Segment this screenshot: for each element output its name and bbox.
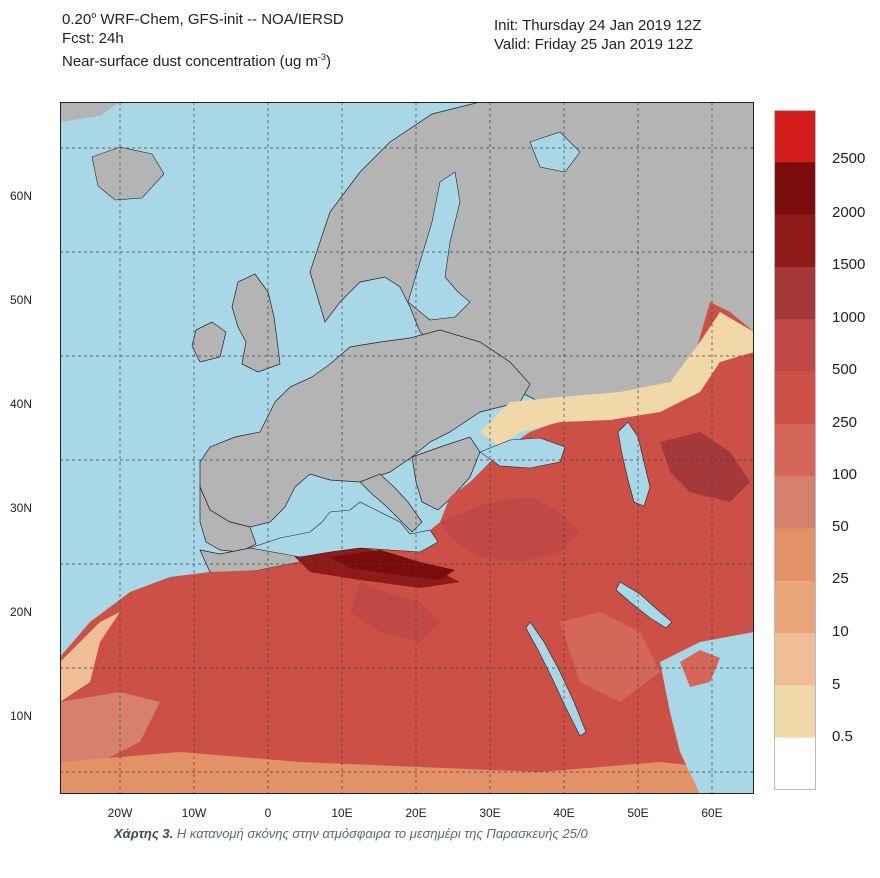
legend-label-1500: 1500 (832, 256, 866, 273)
legend-cell (774, 371, 816, 425)
map-frame (60, 102, 754, 794)
legend-label-5: 5 (832, 676, 841, 693)
iceland-land (91, 146, 165, 201)
legend-cell (774, 266, 816, 320)
forecast-hour: Fcst: 24h (62, 30, 124, 47)
lat-label-30n: 30N (10, 501, 33, 515)
map-header-right: Init: Thursday 24 Jan 2019 12Z Valid: Fr… (494, 16, 701, 54)
map-header-left: 0.20o WRF-Chem, GFS-init -- NOA/IERSD Fc… (62, 6, 344, 71)
lat-label-40n: 40N (10, 397, 33, 411)
legend-cell (774, 110, 816, 163)
lon-label-20e: 20E (405, 806, 427, 820)
graticule (60, 102, 754, 794)
black-sea (479, 437, 566, 469)
model-title: 0.20o WRF-Chem, GFS-init -- NOA/IERSD (62, 10, 344, 28)
variable-title: Near-surface dust concentration (ug m-3) (62, 52, 331, 70)
central-europe-land (199, 329, 531, 528)
dust-map (60, 102, 754, 794)
caption-title: Χάρτης 3. (114, 826, 174, 841)
lon-label-20w: 20W (107, 806, 133, 820)
legend-cell (774, 162, 816, 216)
arabian-sea (660, 632, 754, 794)
ireland-land (191, 321, 227, 363)
greenland-land (60, 102, 120, 122)
legend-cell (774, 737, 816, 790)
legend-colorbar (774, 110, 816, 790)
balkans-land (411, 436, 481, 511)
lon-label-60e: 60E (701, 806, 723, 820)
lon-label-0: 0 (264, 806, 272, 820)
dust-atlantic-mid (60, 692, 160, 772)
dust-caspian (660, 432, 750, 502)
lon-label-30e: 30E (479, 806, 501, 820)
iberia-land (199, 486, 257, 553)
persian-gulf (615, 581, 673, 629)
legend-cell (774, 580, 816, 634)
legend-label-1000: 1000 (832, 309, 866, 326)
caption-text: Η κατανομή σκόνης στην ατμόσφαιρα το μεσ… (173, 826, 588, 841)
legend-cell (774, 633, 816, 686)
figure-caption: Χάρτης 3. Η κατανομή σκόνης στην ατμόσφα… (114, 826, 588, 841)
lat-label-60n: 60N (10, 189, 33, 203)
lat-label-20n: 20N (10, 605, 33, 619)
legend-label-100: 100 (832, 466, 858, 483)
legend-label-2500: 2500 (832, 150, 866, 167)
legend-label-25: 25 (832, 570, 849, 587)
legend-label-500: 500 (832, 361, 858, 378)
legend-cell (774, 528, 816, 582)
great-britain-land (231, 273, 281, 373)
dust-fringe-low (480, 312, 754, 447)
dust-plume-core (330, 550, 455, 580)
italy-land (359, 473, 423, 533)
legend-label-250: 250 (832, 414, 858, 431)
lat-label-50n: 50N (10, 293, 33, 307)
legend-label-0-5: 0.5 (832, 728, 853, 745)
dust-fringe-atlantic (60, 612, 120, 702)
legend-label-10: 10 (832, 623, 849, 640)
dust-anatolia (440, 497, 580, 562)
caspian-sea (617, 421, 651, 507)
legend-label-2000: 2000 (832, 204, 866, 221)
lon-label-10e: 10E (331, 806, 353, 820)
lon-label-10w: 10W (181, 806, 207, 820)
legend-frame (774, 110, 816, 790)
dust-arabia (560, 612, 660, 702)
dust-plume-south (350, 582, 440, 642)
legend-cell (774, 476, 816, 529)
legend-cell (774, 319, 816, 373)
lon-label-40e: 40E (553, 806, 575, 820)
lon-label-50e: 50E (627, 806, 649, 820)
red-sea (525, 621, 587, 737)
legend-cell (774, 423, 816, 477)
dust-oman (680, 650, 720, 687)
white-sea (529, 131, 581, 173)
legend-cell (774, 214, 816, 268)
init-time: Init: Thursday 24 Jan 2019 12Z (494, 17, 702, 34)
mediterranean-sea (249, 501, 439, 558)
baltic-sea (407, 171, 471, 321)
legend-cell (774, 685, 816, 739)
dust-sahel (60, 752, 754, 794)
legend-label-50: 50 (832, 518, 849, 535)
valid-time: Valid: Friday 25 Jan 2019 12Z (494, 36, 694, 53)
lat-label-10n: 10N (10, 709, 33, 723)
